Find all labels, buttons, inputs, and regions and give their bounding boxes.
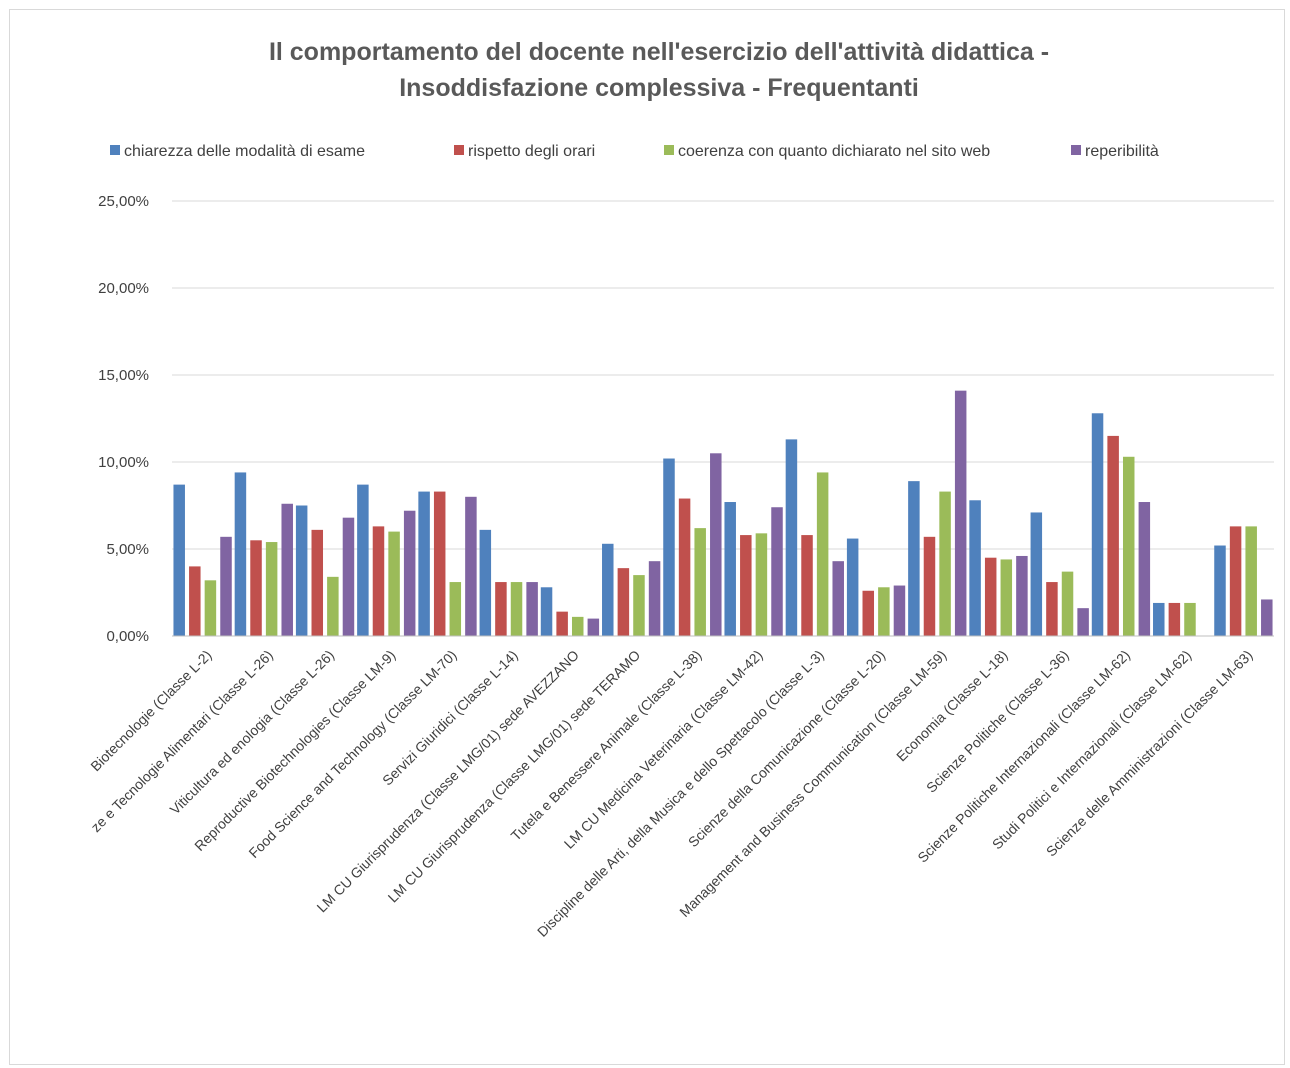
bar xyxy=(540,587,553,636)
y-tick-label: 0,00% xyxy=(106,628,149,645)
bar xyxy=(1107,435,1119,636)
legend-swatch-2 xyxy=(454,145,464,155)
legend-label-2: rispetto degli orari xyxy=(468,143,595,160)
bar xyxy=(633,575,645,636)
bar xyxy=(189,566,201,636)
bar xyxy=(893,585,906,636)
x-category-label: Food Science and Technology (Classe LM-7… xyxy=(245,647,459,861)
x-category-label: Economia (Classe L-18) xyxy=(893,647,1011,765)
bar xyxy=(281,503,293,636)
bar xyxy=(220,536,232,636)
bar xyxy=(250,540,262,636)
bar xyxy=(526,582,538,636)
bar xyxy=(418,491,430,636)
bar xyxy=(939,491,951,636)
bar xyxy=(465,496,477,636)
bar xyxy=(479,529,492,636)
bar xyxy=(648,561,661,636)
bar xyxy=(1061,571,1074,636)
bar xyxy=(173,484,185,636)
bar xyxy=(495,582,507,636)
bar xyxy=(1122,456,1135,636)
bar xyxy=(1153,602,1165,636)
bar xyxy=(1229,526,1242,636)
bar xyxy=(617,568,630,636)
y-tick-label: 10,00% xyxy=(98,454,149,471)
bar xyxy=(710,453,722,636)
legend-swatch-1 xyxy=(110,145,120,155)
bar xyxy=(816,472,829,636)
legend-label-3: coerenza con quanto dichiarato nel sito … xyxy=(678,143,990,160)
bar xyxy=(785,439,798,636)
bar xyxy=(954,390,967,636)
y-tick-label: 15,00% xyxy=(98,367,149,384)
bar xyxy=(1091,413,1104,636)
y-tick-label: 20,00% xyxy=(98,280,149,297)
bar xyxy=(771,507,783,636)
bar xyxy=(740,535,752,636)
bar xyxy=(449,582,462,636)
bar xyxy=(1245,526,1257,636)
bar xyxy=(510,582,523,636)
x-category-label: Discipline delle Arti, della Musica e de… xyxy=(534,647,827,940)
bar xyxy=(1168,602,1181,636)
y-tick-label: 5,00% xyxy=(106,541,149,558)
bar xyxy=(204,580,217,636)
bar xyxy=(1138,502,1151,636)
bar xyxy=(1030,512,1043,636)
bar xyxy=(663,458,675,636)
bar xyxy=(388,531,400,636)
bar xyxy=(403,510,416,636)
bar xyxy=(832,561,844,636)
bar xyxy=(1214,545,1226,636)
bar xyxy=(724,502,736,636)
bar xyxy=(984,557,997,636)
bar xyxy=(1046,582,1058,636)
bar xyxy=(678,498,691,636)
bar xyxy=(433,491,446,636)
bar xyxy=(602,543,614,636)
bar xyxy=(969,500,981,636)
bar xyxy=(295,505,308,636)
bar xyxy=(357,484,369,636)
bar xyxy=(801,535,813,636)
bar xyxy=(694,528,706,636)
legend-swatch-4 xyxy=(1071,145,1081,155)
bar xyxy=(1184,602,1196,636)
x-category-label: Scienze Politiche Internazionali (Classe… xyxy=(914,647,1133,866)
bar xyxy=(1016,555,1028,636)
bar xyxy=(265,542,278,636)
legend-label-4: reperibilità xyxy=(1085,143,1159,160)
bar xyxy=(878,587,890,636)
bar xyxy=(755,533,768,636)
bar xyxy=(846,538,859,636)
legend-label-1: chiarezza delle modalità di esame xyxy=(124,143,365,160)
legend-swatch-3 xyxy=(664,145,674,155)
bar xyxy=(1000,559,1013,636)
bar xyxy=(372,526,385,636)
bar xyxy=(311,529,324,636)
bar xyxy=(342,517,355,636)
bar xyxy=(556,611,568,636)
y-tick-label: 25,00% xyxy=(98,193,149,210)
x-category-label: Biotecnologie (Classe L-2) xyxy=(87,647,214,774)
bar xyxy=(234,472,247,636)
bar xyxy=(923,536,936,636)
chart-title-line-1: Il comportamento del docente nell'eserci… xyxy=(269,38,1049,66)
bar xyxy=(1077,608,1089,636)
bar xyxy=(327,576,339,636)
bar xyxy=(908,481,920,636)
x-category-label: Scienze delle Amministrazioni (Classe LM… xyxy=(1043,647,1256,860)
bar xyxy=(1261,599,1273,636)
bar xyxy=(587,618,600,636)
chart-title-line-2: Insoddisfazione complessiva - Frequentan… xyxy=(399,74,919,102)
bar xyxy=(862,590,875,636)
bar xyxy=(571,616,584,636)
